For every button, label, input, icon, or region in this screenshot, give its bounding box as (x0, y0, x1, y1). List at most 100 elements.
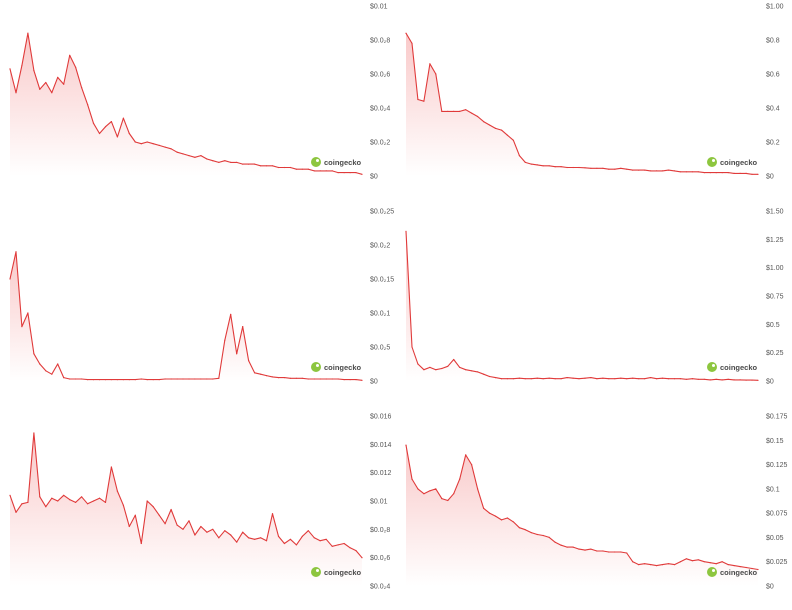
chart-svg: $1.50 $1.25 $1.00 $0.75 $0.5 $0.25 $0 (405, 209, 784, 386)
chart-svg: $0.175 $0.15 $0.125 $0.1 $0.075 $0.05 $0.025 $0 (405, 414, 788, 591)
data-point (584, 167, 586, 169)
data-point (224, 339, 226, 341)
data-point (488, 375, 491, 378)
data-point (524, 161, 526, 163)
data-point (608, 551, 610, 553)
data-point (673, 378, 676, 380)
data-point (283, 166, 285, 169)
data-point (57, 76, 59, 78)
data-point (697, 559, 699, 561)
data-point (224, 530, 226, 532)
data-point (295, 377, 297, 379)
data-point (566, 546, 568, 548)
data-point (524, 378, 526, 380)
data-point (265, 375, 268, 377)
y-tick-label: $0 (766, 584, 774, 591)
data-point (590, 377, 592, 379)
chart-panel-5: $0.016 $0.014 $0.012 $0.01 $0.0₂8 $0.0₂6 $0.0₂… (0, 410, 396, 610)
data-point (15, 92, 17, 94)
data-point (87, 379, 89, 381)
y-tick-label: $1.00 (766, 4, 784, 11)
data-point (224, 160, 226, 162)
data-point (506, 134, 508, 136)
data-point (673, 564, 676, 566)
data-point (596, 378, 598, 380)
data-point (301, 168, 303, 170)
data-point (739, 379, 741, 381)
data-point (721, 172, 723, 174)
chart-svg: $0.016 $0.014 $0.012 $0.01 $0.0₂8 $0.0₂6 $0.0₂… (9, 414, 392, 591)
data-point (319, 170, 321, 172)
chart-panel-6: $0.175 $0.15 $0.125 $0.1 $0.075 $0.05 $0.025 $0… (396, 410, 792, 610)
y-tick-label: $0.0₂8 (370, 527, 390, 534)
data-point (411, 42, 413, 45)
data-point (212, 378, 214, 380)
gecko-logo-icon (707, 157, 717, 167)
data-point (337, 544, 339, 546)
y-tick-label: $0.1 (766, 486, 780, 493)
data-point (319, 378, 321, 380)
data-point (343, 542, 345, 545)
data-point (146, 500, 148, 502)
data-point (715, 563, 717, 565)
gecko-logo-icon (311, 157, 321, 167)
data-point (122, 379, 124, 381)
data-point (488, 124, 491, 126)
data-point (745, 172, 747, 174)
data-point (206, 158, 208, 160)
series-area (406, 231, 758, 381)
y-tick-label: $0 (766, 379, 774, 386)
data-point (134, 514, 136, 516)
data-point (536, 164, 538, 166)
data-point (536, 533, 538, 536)
data-point (63, 83, 65, 85)
data-point (620, 167, 622, 169)
data-point (236, 161, 238, 163)
data-point (494, 377, 497, 379)
data-point (355, 172, 357, 174)
data-point (361, 557, 363, 559)
y-tick-label: $0.5 (766, 322, 780, 329)
y-tick-label: $0.4 (766, 106, 780, 113)
data-point (39, 363, 41, 365)
data-point (554, 378, 556, 380)
data-point (152, 506, 154, 508)
data-point (405, 32, 407, 34)
watermark-label: coingecko (720, 157, 758, 167)
data-point (620, 551, 622, 553)
data-point (542, 534, 544, 537)
data-point (277, 535, 280, 537)
data-point (584, 377, 586, 379)
y-tick-label: $0.075 (766, 511, 788, 518)
chart-panel-4: $1.50 $1.25 $1.00 $0.75 $0.5 $0.25 $0 coingecko (396, 205, 792, 405)
data-point (45, 506, 47, 508)
data-point (271, 513, 274, 515)
data-point (325, 538, 327, 540)
data-point (477, 371, 479, 373)
data-point (441, 498, 443, 500)
data-point (122, 117, 124, 119)
data-point (447, 110, 449, 112)
data-point (307, 378, 309, 380)
gecko-logo-icon (311, 362, 321, 372)
watermark-label: coingecko (720, 567, 758, 577)
data-point (441, 367, 443, 370)
data-point (63, 494, 65, 496)
coingecko-watermark: coingecko (707, 362, 757, 372)
data-point (757, 568, 759, 571)
data-point (757, 173, 759, 175)
data-point (176, 378, 178, 380)
y-tick-label: $0.2 (766, 140, 780, 147)
gecko-logo-icon (707, 362, 717, 372)
data-point (423, 100, 425, 102)
data-point (230, 313, 232, 315)
data-point (182, 378, 184, 380)
data-point (307, 168, 309, 170)
coingecko-watermark: coingecko (311, 362, 361, 372)
data-point (709, 379, 711, 381)
data-point (500, 519, 503, 521)
data-point (423, 493, 425, 495)
y-tick-label: $0.0₂8 (370, 38, 390, 45)
y-tick-label: $0.0₂5 (370, 345, 390, 352)
data-point (560, 166, 562, 168)
